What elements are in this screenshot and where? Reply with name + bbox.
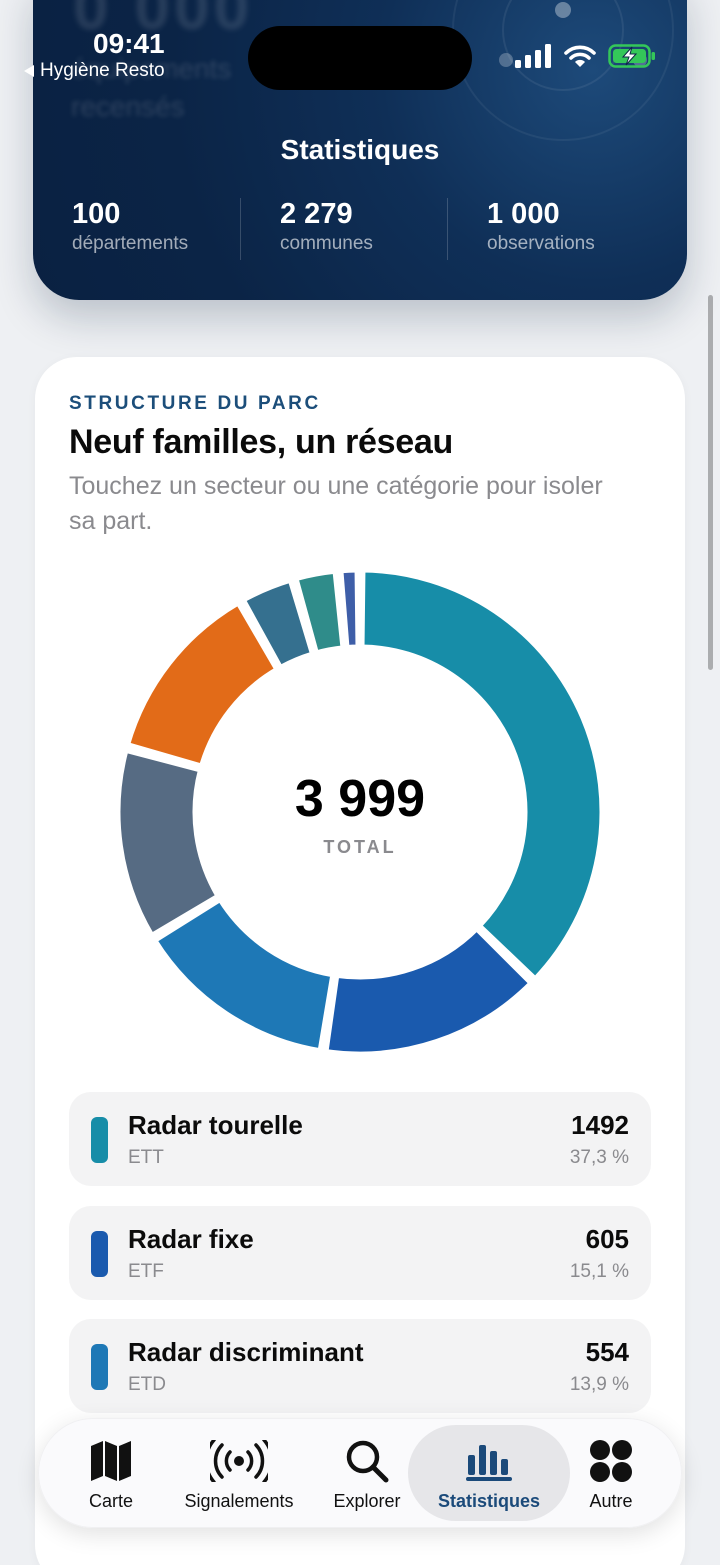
bar-chart-icon (466, 1445, 512, 1481)
tab-signalements[interactable]: Signalements (177, 1419, 301, 1529)
legend-name: Radar tourelle (128, 1110, 303, 1140)
blurred-hero-caption: équipements recensés (71, 53, 232, 122)
legend-swatch (91, 1231, 108, 1277)
section-subtitle: Touchez un secteur ou une catégorie pour… (69, 472, 603, 535)
stat-value: 1 000 (487, 198, 560, 230)
wifi-icon (564, 45, 596, 67)
legend-code: ETF (128, 1261, 164, 1282)
legend-code: ETD (128, 1374, 166, 1395)
legend-name: Radar discriminant (128, 1337, 364, 1367)
donut-slice-2[interactable] (152, 897, 336, 1054)
stat-communes: 2 279 communes (240, 198, 447, 260)
scroll-indicator[interactable] (708, 295, 713, 670)
legend-percent: 15,1 % (569, 1261, 629, 1282)
section-title: Neuf familles, un réseau (69, 423, 453, 461)
legend-percent: 37,3 % (569, 1147, 629, 1168)
status-time: 09:41 (93, 28, 165, 59)
legend-count: 554 (585, 1337, 629, 1367)
tab-autre[interactable]: Autre (571, 1419, 651, 1529)
tab-label: Carte (88, 1491, 133, 1511)
donut-slice-1[interactable] (323, 926, 534, 1055)
donut-slice-5[interactable] (240, 577, 316, 670)
legend-item-radar-discriminant[interactable]: Radar discriminant ETD 554 13,9 % (69, 1319, 651, 1413)
tab-statistiques[interactable]: Statistiques (428, 1419, 550, 1529)
donut-slice-7[interactable] (338, 569, 361, 651)
tab-label: Autre (589, 1491, 633, 1511)
broadcast-icon (210, 1440, 268, 1482)
stat-label: communes (280, 233, 373, 254)
status-icons (514, 44, 656, 68)
bottom-tab-bar: Carte Signalements Explorer (38, 1418, 682, 1528)
total-label: TOTAL (323, 837, 397, 857)
donut-slice-4[interactable] (125, 600, 280, 769)
back-to-app-link[interactable]: Hygiène Resto (24, 60, 165, 82)
back-app-label: Hygiène Resto (40, 60, 165, 81)
legend-item-radar-tourelle[interactable]: Radar tourelle ETT 1492 37,3 % (69, 1092, 651, 1186)
stat-label: départements (72, 233, 189, 254)
tab-carte[interactable]: Carte (71, 1419, 151, 1529)
magnifier-icon (346, 1440, 389, 1483)
active-tab-highlight (408, 1425, 570, 1521)
stat-observations: 1 000 observations (447, 198, 654, 260)
legend-swatch (91, 1344, 108, 1390)
legend-count: 1492 (571, 1110, 629, 1140)
stat-label: observations (487, 233, 595, 254)
section-eyebrow: STRUCTURE DU PARC (69, 393, 321, 414)
page-title: Statistiques (280, 134, 440, 165)
donut-slice-3[interactable] (117, 747, 221, 938)
legend-item-radar-fixe[interactable]: Radar fixe ETF 605 15,1 % (69, 1206, 651, 1300)
donut-slice-0[interactable] (359, 569, 603, 982)
donut-chart[interactable] (117, 569, 603, 1055)
legend-count: 605 (585, 1224, 629, 1254)
legend-code: ETT (128, 1147, 164, 1168)
blurred-hero-number: 0 000 (73, 0, 254, 43)
four-dots-icon (590, 1440, 632, 1482)
total-value: 3 999 (294, 770, 426, 828)
stat-value: 100 (72, 198, 121, 230)
tab-explorer[interactable]: Explorer (327, 1419, 407, 1529)
battery-charging-icon (608, 44, 655, 68)
legend-name: Radar fixe (128, 1224, 254, 1254)
legend-swatch (91, 1117, 108, 1163)
dynamic-island (248, 26, 472, 90)
fleet-structure-card: STRUCTURE DU PARC Neuf familles, un rése… (35, 357, 685, 1565)
legend-percent: 13,9 % (569, 1374, 629, 1395)
map-icon (91, 1441, 131, 1481)
tab-label: Signalements (184, 1491, 294, 1511)
tab-label: Explorer (333, 1491, 401, 1511)
cellular-signal-icon (515, 44, 551, 68)
donut-slice-6[interactable] (293, 569, 346, 656)
stat-departements: 100 départements (33, 198, 240, 260)
stat-value: 2 279 (280, 198, 353, 230)
tab-label: Statistiques (437, 1491, 541, 1511)
back-arrow-icon (24, 65, 34, 77)
summary-stats: 100 départements 2 279 communes 1 000 ob… (33, 198, 687, 260)
